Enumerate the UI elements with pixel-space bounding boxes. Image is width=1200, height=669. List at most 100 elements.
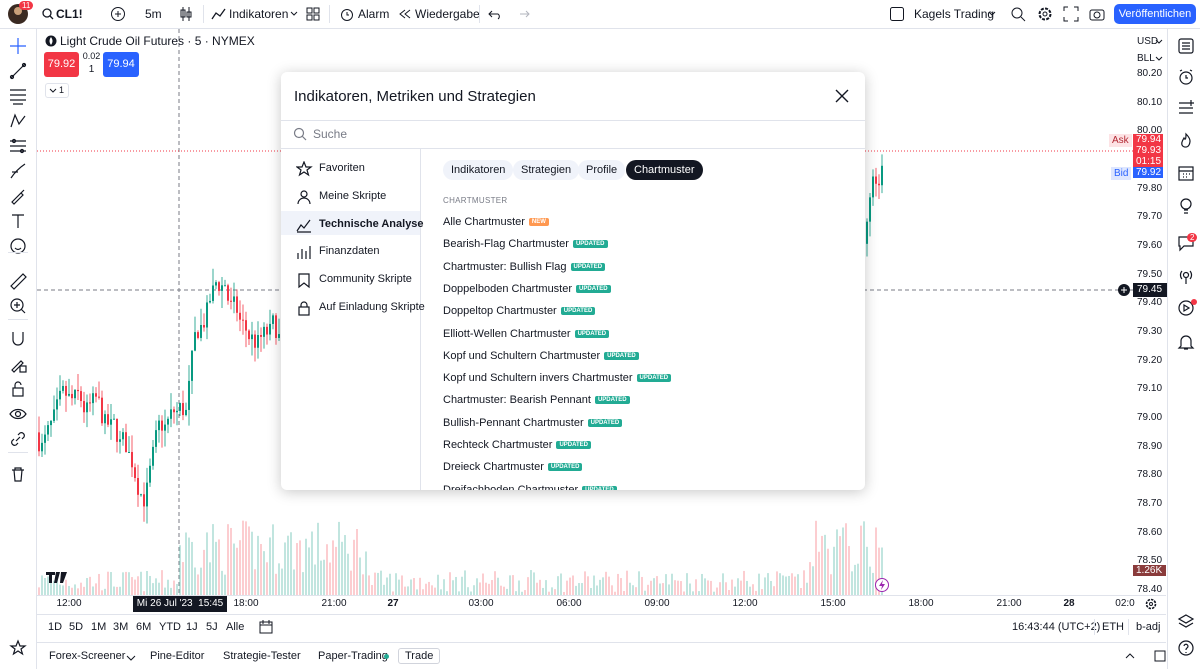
watchlist[interactable] [1177,37,1195,55]
pen-tool[interactable] [9,187,27,205]
chevron[interactable] [289,9,299,19]
adjustment[interactable]: b-adj [1136,621,1161,633]
magnet[interactable] [9,330,27,348]
range-button[interactable]: 1M [91,621,107,633]
zoom[interactable] [9,297,27,315]
fullscreen[interactable] [1063,6,1079,22]
script-item[interactable]: Alle Chartmuster NEW [443,216,549,228]
symbol[interactable]: CL1! [56,7,83,21]
maximize-panel[interactable] [1154,650,1166,662]
alarm-button[interactable]: Alarm [358,7,390,21]
indicator-toggle[interactable]: 1 [45,83,69,98]
panel-tab[interactable]: Paper-Trading [318,650,388,662]
layout-name[interactable]: Kagels Trading [914,7,995,21]
hotlists[interactable] [1177,132,1195,150]
redo[interactable] [516,7,530,21]
script-item[interactable]: Chartmuster: Bearish Pennant UPDATED [443,394,630,406]
crosshair-add[interactable] [1117,283,1131,297]
range-button[interactable]: 1D [48,621,63,633]
range-button[interactable]: 6M [136,621,152,633]
chevron[interactable] [122,649,136,667]
object-tree[interactable] [1177,99,1195,117]
search-input[interactable]: Suche [313,127,348,141]
panel-tab[interactable]: Strategie-Tester [223,650,301,662]
session[interactable]: ETH [1102,621,1124,633]
ideas[interactable] [1177,197,1195,215]
range-button[interactable]: 5D [69,621,84,633]
chevron[interactable] [987,9,997,19]
range-button[interactable]: 3M [113,621,129,633]
collapse-panel[interactable] [1124,650,1136,662]
range-button[interactable]: 1J [186,621,198,633]
publish-button[interactable]: Veröffentlichen [1114,4,1196,24]
lock[interactable] [9,380,27,398]
range-button[interactable]: Alle [226,621,245,633]
filter-tab[interactable]: Chartmuster [626,160,703,180]
script-item[interactable]: Kopf und Schultern Chartmuster UPDATED [443,350,639,362]
filter-tab[interactable]: Profile [578,160,626,180]
streams[interactable] [1177,299,1195,317]
replay-button[interactable]: Wiedergabe [415,7,480,21]
quick-search[interactable] [1010,6,1026,22]
snapshot[interactable] [1089,6,1105,22]
buy-button[interactable]: 79.94 [103,52,139,77]
projection-tool[interactable] [9,137,27,155]
script-item[interactable]: Kopf und Schultern invers Chartmuster UPD… [443,372,672,384]
script-item[interactable]: Doppeltop Chartmuster UPDATED [443,305,596,317]
script-item[interactable]: Elliott-Wellen Chartmuster UPDATED [443,328,610,340]
nav-item[interactable]: Meine Skripte [319,189,387,202]
crosshair[interactable] [9,37,27,55]
fib-tool[interactable] [9,87,27,105]
script-item[interactable]: Dreifachboden Chartmuster UPDATED [443,484,617,490]
visibility[interactable] [9,405,27,423]
panel-tab[interactable]: Pine-Editor [150,650,205,662]
chart-type[interactable] [179,6,193,22]
trend-line[interactable] [9,62,27,80]
alerts[interactable] [1177,68,1195,86]
layouts-icon[interactable] [306,7,320,21]
help-layers[interactable] [1177,613,1195,631]
panel-tab[interactable]: Forex-Screener [49,650,126,662]
text-tool[interactable] [9,212,27,230]
help[interactable] [1177,639,1195,657]
settings[interactable] [1037,6,1053,22]
range-button[interactable]: 5J [206,621,218,633]
undo[interactable] [488,7,502,21]
brush-tool[interactable] [9,162,27,180]
nav-item[interactable]: Community Skripte [319,273,412,286]
nav-item[interactable]: Finanzdaten [319,245,380,258]
range-button[interactable]: YTD [159,621,181,633]
close-button[interactable] [835,89,849,103]
currency[interactable]: USD [1137,36,1159,47]
filter-tab[interactable]: Strategien [513,160,580,180]
pattern-tool[interactable] [9,112,27,130]
script-item[interactable]: Chartmuster: Bullish Flag UPDATED [443,261,606,273]
panel-tab[interactable]: Trade [398,648,441,664]
date-range[interactable] [258,619,274,635]
nav-item[interactable]: Auf Einladung Skripte [319,301,425,313]
lightning[interactable] [874,577,890,593]
remove[interactable] [9,465,27,483]
sell-button[interactable]: 79.92 [44,52,79,77]
notifications[interactable] [1177,333,1195,351]
script-item[interactable]: Bullish-Pennant Chartmuster UPDATED [443,417,623,429]
emoji-tool[interactable] [9,237,27,255]
interval[interactable]: 5m [145,7,162,21]
layout-checkbox[interactable] [889,6,905,22]
signals[interactable] [1177,267,1195,285]
axis-settings[interactable] [1144,597,1158,611]
nav-item[interactable]: Technische Analyse [319,217,424,230]
lock-drawings-pencil[interactable] [9,355,27,373]
script-item[interactable]: Rechteck Chartmuster UPDATED [443,439,591,451]
script-item[interactable]: Dreieck Chartmuster UPDATED [443,461,583,473]
nav-item[interactable]: Favoriten [319,162,365,174]
script-item[interactable]: Doppelboden Chartmuster UPDATED [443,283,611,295]
calendar[interactable] [1177,164,1195,182]
link[interactable] [9,430,27,448]
add-symbol[interactable] [110,6,126,22]
watchlist-star[interactable] [9,639,27,657]
filter-tab[interactable]: Indikatoren [443,160,514,180]
indicators-button[interactable]: Indikatoren [229,7,289,21]
ruler[interactable] [9,272,27,290]
script-item[interactable]: Bearish-Flag Chartmuster UPDATED [443,238,608,250]
